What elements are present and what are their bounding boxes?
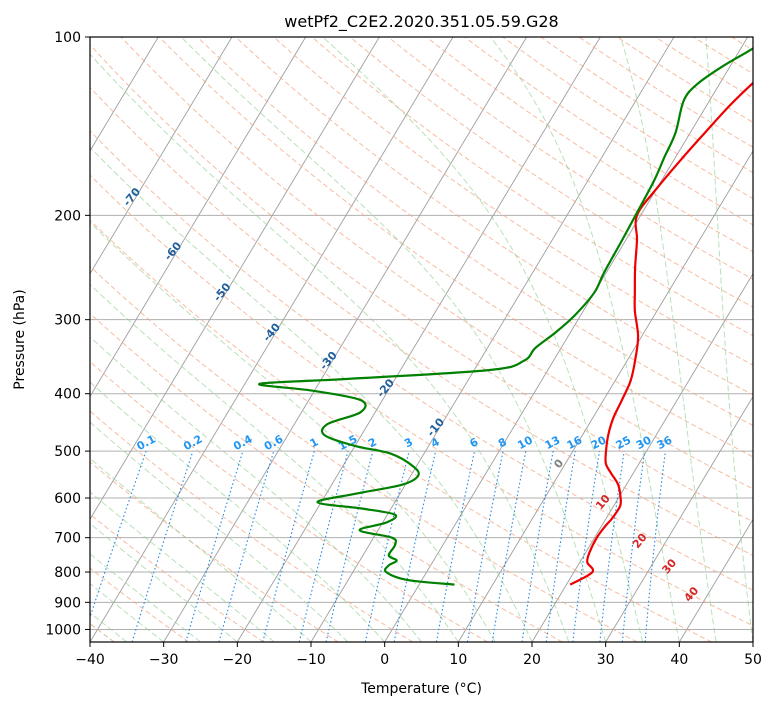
temperature-profile-line xyxy=(569,81,753,586)
mixing-ratio-label: 25 xyxy=(614,433,634,452)
dry-adiabat-line xyxy=(90,360,488,642)
isotherm-line xyxy=(90,37,159,152)
mixing-ratio-line xyxy=(572,451,601,642)
x-tick-label: −30 xyxy=(149,652,179,668)
moist-adiabat-line xyxy=(90,491,275,642)
dry-adiabat-line xyxy=(90,513,264,642)
moist-adiabat-line xyxy=(322,37,643,642)
isotherm-line xyxy=(90,37,380,521)
y-tick-label: 400 xyxy=(54,387,81,403)
x-tick-label: 10 xyxy=(449,652,467,668)
x-tick-label: 0 xyxy=(380,652,389,668)
x-tick-label: −10 xyxy=(296,652,326,668)
x-tick-label: 20 xyxy=(523,652,541,668)
mixing-ratio-label: 16 xyxy=(565,433,585,452)
y-axis-label: Pressure (hPa) xyxy=(12,289,28,389)
moist-adiabat-line xyxy=(90,381,386,642)
moist-adiabat-line xyxy=(90,336,422,642)
moist-adiabat-line xyxy=(90,53,570,642)
isotherm-line xyxy=(236,37,601,642)
mixing-ratio-line xyxy=(218,450,275,642)
mixing-ratio-label: 13 xyxy=(543,433,563,452)
y-tick-label: 1000 xyxy=(45,622,81,638)
isotherm-line xyxy=(457,150,753,642)
mixing-ratio-line xyxy=(262,450,315,642)
moist-adiabat-line xyxy=(705,37,753,642)
dry-adiabat-line xyxy=(90,44,753,523)
mixing-ratio-line xyxy=(521,451,554,642)
moist-adiabat-line xyxy=(90,421,349,642)
y-tick-label: 900 xyxy=(54,595,81,611)
axis-ticks: −40 −30 −20 −10 0 10 20 30 40 50 100 200 300 400 500 60… xyxy=(45,30,762,668)
mixing-ratio-line xyxy=(599,451,625,642)
moist-adiabat-line xyxy=(489,37,680,642)
mixing-ratio-line xyxy=(621,451,646,642)
x-axis-label: Temperature (°C) xyxy=(360,681,482,697)
mixing-ratio-label: 30 xyxy=(634,433,654,452)
dry-adiabat-line xyxy=(90,86,753,557)
mixing-ratio-line xyxy=(298,450,349,642)
moist-adiabat-line xyxy=(90,522,238,642)
dewpoint-profile-line xyxy=(258,47,753,586)
dry-adiabat-line xyxy=(90,265,638,642)
mixing-ratio-line xyxy=(364,450,410,642)
mixing-ratio-label: 10 xyxy=(515,433,535,452)
y-tick-label: 800 xyxy=(54,565,81,581)
moist-adiabat-line xyxy=(90,457,312,642)
x-tick-label: 50 xyxy=(744,652,762,668)
isotherm-line xyxy=(531,272,753,642)
isotherm-line xyxy=(384,37,749,642)
x-tick-label: −20 xyxy=(223,652,253,668)
moist-adiabat-line xyxy=(90,553,201,642)
mixing-ratio-line xyxy=(545,451,576,642)
mixing-ratio-line xyxy=(644,451,666,642)
dry-adiabat-line xyxy=(90,461,339,642)
moist-adiabat-line xyxy=(90,221,496,642)
y-tick-label: 200 xyxy=(54,208,81,224)
mixing-ratio-line xyxy=(131,450,194,642)
x-tick-label: 30 xyxy=(597,652,615,668)
dry-adiabat-line xyxy=(120,37,753,490)
plot-area: 0.10.20.40.611.52346810131620253036-100-… xyxy=(90,37,753,642)
x-tick-label: 40 xyxy=(670,652,688,668)
isotherm-line xyxy=(90,37,454,642)
moist-adiabat-line xyxy=(620,37,717,642)
x-tick-label: −40 xyxy=(75,652,105,668)
dry-adiabat-line xyxy=(90,219,712,642)
dry-adiabat-line xyxy=(235,37,753,396)
isotherm-line xyxy=(605,395,753,642)
y-tick-label: 100 xyxy=(54,30,81,46)
dry-adiabat-line xyxy=(273,37,753,366)
dry-adiabat-line xyxy=(90,130,753,591)
mixing-ratio-label: 36 xyxy=(655,433,675,452)
mixing-ratio-label: 20 xyxy=(589,433,609,452)
moist-adiabat-line xyxy=(90,582,164,642)
moist-adiabat-line xyxy=(90,146,533,642)
y-tick-label: 600 xyxy=(54,491,81,507)
chart-title: wetPf2_C2E2.2020.351.05.59.G28 xyxy=(284,12,558,32)
mixing-ratio-line xyxy=(325,450,374,642)
plot-frame xyxy=(89,36,754,643)
y-tick-label: 700 xyxy=(54,531,81,547)
mixing-ratio-line xyxy=(185,450,244,642)
dry-adiabat-line xyxy=(158,37,753,458)
plot-background xyxy=(90,37,753,642)
y-tick-label: 500 xyxy=(54,444,81,460)
isotherm-line xyxy=(163,37,528,642)
isotherm-line xyxy=(90,37,307,398)
y-tick-label: 300 xyxy=(54,313,81,329)
moist-adiabat-line xyxy=(180,37,607,642)
isotherm-line xyxy=(678,518,753,642)
dry-adiabat-line xyxy=(90,312,563,642)
dry-adiabat-line xyxy=(311,37,753,337)
